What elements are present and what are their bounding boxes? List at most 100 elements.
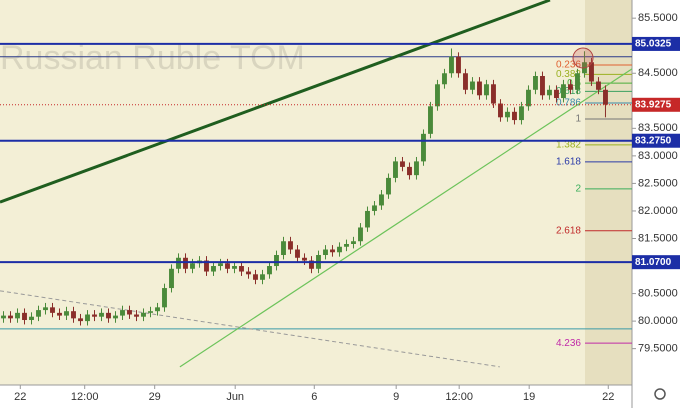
- level-label-box: [632, 133, 680, 148]
- candle-body: [330, 249, 335, 253]
- candle-body: [134, 314, 139, 317]
- candle-body: [253, 274, 258, 280]
- candle-body: [106, 312, 111, 319]
- candle-body: [85, 314, 90, 322]
- candle-body: [568, 84, 573, 90]
- candle-body: [246, 271, 251, 275]
- y-tick-label: 83.5000: [638, 122, 678, 134]
- candle-body: [162, 288, 167, 308]
- candle-body: [379, 194, 384, 206]
- candle-body: [323, 249, 328, 256]
- y-tick-label: 81.5000: [638, 232, 678, 244]
- fib-label: 1.618: [556, 157, 581, 168]
- candle-body: [554, 89, 559, 99]
- candle-body: [183, 257, 188, 269]
- candle-body: [155, 307, 160, 312]
- candle-body: [407, 166, 412, 176]
- candle-body: [43, 307, 48, 311]
- candle-body: [15, 312, 20, 319]
- candle-body: [148, 311, 153, 313]
- candle-body: [589, 62, 594, 82]
- x-tick-label: 29: [149, 391, 161, 403]
- candle-body: [302, 257, 307, 261]
- x-tick-label: 22: [602, 391, 614, 403]
- candle-body: [435, 84, 440, 107]
- candle-body: [225, 263, 230, 269]
- level-label-box: [632, 255, 680, 270]
- fib-label: 0.382: [556, 69, 581, 80]
- candle-body: [393, 161, 398, 178]
- candle-body: [295, 249, 300, 258]
- candle-body: [78, 318, 83, 322]
- candle-body: [169, 268, 174, 289]
- level-label-box: [632, 36, 680, 51]
- fib-label: 1: [575, 114, 581, 125]
- candle-body: [526, 89, 531, 107]
- y-tick-label: 79.5000: [638, 343, 678, 355]
- settings-icon[interactable]: [654, 388, 666, 400]
- fib-label: 0.618: [556, 86, 581, 97]
- y-tick-label: 85.5000: [638, 12, 678, 24]
- candle-body: [533, 76, 538, 90]
- candle-body: [344, 243, 349, 247]
- candle-body: [281, 241, 286, 256]
- candle-body: [365, 210, 370, 228]
- candle-body: [50, 307, 55, 313]
- candle-body: [239, 266, 244, 272]
- candle-body: [1, 315, 6, 319]
- x-tick-label: 6: [311, 391, 317, 403]
- candle-body: [267, 266, 272, 275]
- time-axis: [0, 385, 632, 408]
- candle-body: [575, 73, 580, 90]
- y-tick-label: 83.0000: [638, 150, 678, 162]
- candle-body: [92, 314, 97, 317]
- candle-body: [274, 255, 279, 267]
- fib-label: 0.5: [567, 78, 581, 89]
- fib-label: 2.618: [556, 225, 581, 236]
- y-tick-label: 84.5000: [638, 67, 678, 79]
- candle-body: [358, 227, 363, 242]
- candle-body: [120, 310, 125, 316]
- candle-body: [470, 81, 475, 90]
- plot-background: [0, 0, 632, 385]
- x-tick-label: 22: [14, 391, 26, 403]
- x-tick-label: 12:00: [71, 391, 99, 403]
- candle-body: [547, 89, 552, 96]
- marker-circle: [572, 47, 594, 69]
- candle-body: [449, 56, 454, 74]
- candle-body: [519, 106, 524, 121]
- last-price-box: [632, 97, 680, 112]
- y-tick-label: 82.0000: [638, 205, 678, 217]
- watermark: Russian Ruble TOM: [0, 39, 305, 77]
- fib-label: 0.236: [556, 60, 581, 71]
- candle-body: [512, 111, 517, 121]
- candle-body: [190, 263, 195, 269]
- candle-body: [64, 311, 69, 316]
- candle-body: [477, 81, 482, 96]
- candle-body: [386, 177, 391, 195]
- candle-body: [491, 84, 496, 104]
- y-tick-label: 80.5000: [638, 287, 678, 299]
- candle-body: [498, 103, 503, 118]
- level-label: 83.2750: [635, 135, 672, 146]
- candle-body: [204, 260, 209, 272]
- trendline: [0, 290, 500, 368]
- candle-body: [22, 312, 27, 321]
- fib-label: 4.236: [556, 338, 581, 349]
- candle-body: [372, 205, 377, 211]
- candle-body: [141, 312, 146, 317]
- fib-label: 0.786: [556, 98, 581, 109]
- candle-body: [99, 312, 104, 317]
- candle-body: [309, 260, 314, 269]
- candle-body: [400, 161, 405, 167]
- candle-body: [421, 133, 426, 162]
- candle-body: [596, 81, 601, 90]
- candle-body: [540, 76, 545, 96]
- level-label: 85.0325: [635, 39, 672, 50]
- price-axis: [632, 0, 680, 408]
- candle-body: [484, 84, 489, 96]
- x-tick-label: Jun: [226, 391, 244, 403]
- candle-body: [29, 316, 34, 321]
